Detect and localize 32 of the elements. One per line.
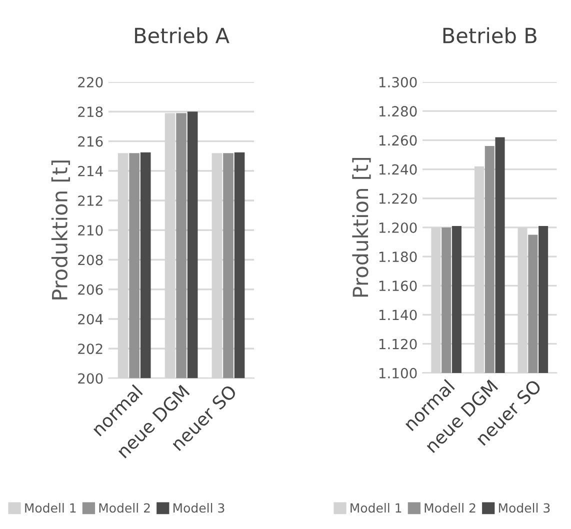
y-tick-label: 1.240 [379,164,417,175]
y-tick-label: 1.180 [379,252,417,262]
legend-label: Modell 3 [173,503,224,513]
y-tick-label: 1.220 [379,193,417,204]
y-tick-label: 212 [78,195,102,206]
y-tick-label: 210 [78,225,103,236]
y-tick-label: 206 [78,284,103,295]
y-tick-label: 1.260 [379,135,417,146]
y-tick-label: 204 [78,314,103,324]
y-tick-label: 1.280 [379,106,417,117]
y-tick-label: 1.140 [379,310,417,320]
y-tick-label: 1.200 [379,222,417,233]
y-tick-label: 202 [78,344,102,354]
legend-label: Modell 3 [498,503,550,513]
y-tick-label: 1.120 [379,338,417,350]
legend-label: Modell 1 [25,503,76,513]
y-tick-label: 208 [78,254,103,266]
y-tick-label: 220 [78,76,103,88]
y-axis-title: Produktion [t] [352,158,371,297]
y-tick-label: 216 [78,136,103,147]
y-tick-label: 1.300 [379,76,417,88]
legend-label: Modell 1 [350,503,402,513]
y-tick-label: 200 [78,373,103,384]
y-tick-label: 1.160 [379,280,417,292]
chart-title: Betrieb B [443,27,536,44]
legend-label: Modell 2 [99,503,150,513]
y-tick-label: 1.100 [379,368,417,378]
y-tick-label: 218 [78,106,103,118]
y-tick-label: 214 [78,166,103,176]
legend-label: Modell 2 [424,503,476,513]
y-axis-title: Produktion [t] [51,160,70,300]
chart-title: Betrieb A [135,27,230,44]
